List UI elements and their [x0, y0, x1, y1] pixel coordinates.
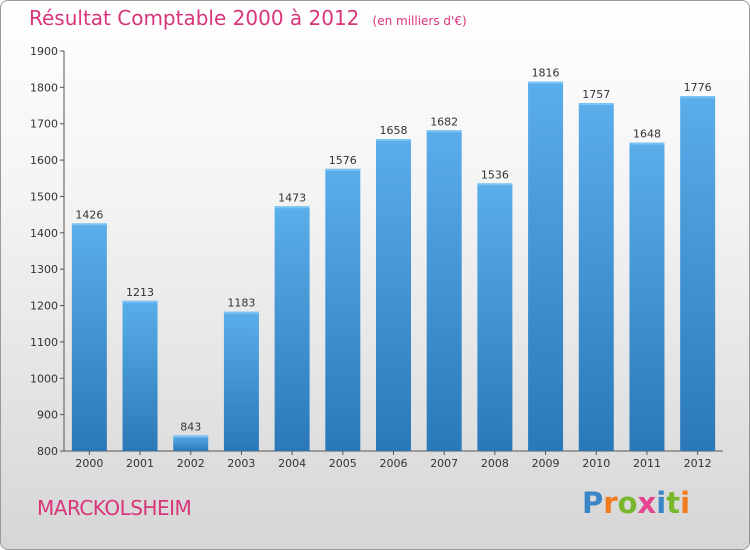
bar-highlight — [528, 81, 564, 84]
chart-unit-note: (en milliers d'€) — [372, 14, 467, 28]
bar-highlight — [578, 103, 614, 105]
data-label: 1536 — [481, 168, 509, 181]
bar — [223, 311, 259, 451]
logo-letter: x — [637, 486, 657, 520]
y-tick-label: 1200 — [30, 300, 58, 313]
bar — [629, 142, 665, 452]
x-tick-label: 2007 — [430, 457, 458, 470]
y-tick-label: 1900 — [30, 45, 58, 58]
bar — [426, 130, 462, 452]
x-tick-label: 2012 — [684, 457, 712, 470]
bar-highlight — [426, 130, 462, 133]
logo-letter: P — [582, 486, 604, 520]
bar-highlight — [477, 183, 513, 186]
bar-highlight — [376, 139, 411, 141]
bar-highlight — [71, 223, 107, 226]
bar — [376, 139, 411, 451]
data-label: 1473 — [278, 191, 306, 204]
bar — [173, 435, 209, 451]
data-label: 1776 — [684, 81, 712, 94]
commune-name: MARCKOLSHEIM — [37, 496, 192, 520]
x-tick-label: 2001 — [126, 457, 154, 470]
bar-highlight — [325, 168, 361, 171]
logo-letter: i — [680, 486, 691, 520]
data-label: 1576 — [329, 154, 357, 167]
bar — [477, 183, 513, 451]
bar-highlight — [680, 96, 716, 99]
logo-letter: i — [656, 486, 667, 520]
bar — [325, 168, 361, 451]
x-tick-label: 2000 — [75, 457, 103, 470]
chart-title: Résultat Comptable 2000 à 2012 — [29, 6, 360, 30]
logo-letter: t — [666, 486, 681, 520]
bar — [122, 300, 158, 451]
y-tick-label: 1700 — [30, 118, 58, 131]
x-tick-label: 2009 — [532, 457, 560, 470]
bar — [680, 96, 716, 451]
x-tick-label: 2011 — [633, 457, 661, 470]
x-tick-label: 2002 — [177, 457, 205, 470]
y-tick-label: 800 — [37, 445, 58, 458]
x-tick-label: 2004 — [278, 457, 306, 470]
x-tick-label: 2010 — [582, 457, 610, 470]
data-label: 1183 — [227, 297, 255, 310]
y-tick-label: 900 — [37, 409, 58, 422]
bar-highlight — [223, 311, 259, 314]
data-label: 1816 — [532, 67, 560, 80]
x-tick-label: 2003 — [227, 457, 255, 470]
y-tick-label: 1000 — [30, 372, 58, 385]
data-label: 1658 — [380, 124, 408, 137]
data-label: 1648 — [633, 128, 661, 141]
bar — [578, 103, 614, 451]
data-label: 843 — [180, 420, 201, 433]
proxiti-logo: Proxiti — [582, 486, 690, 520]
logo-letter: r — [603, 486, 618, 520]
bar — [528, 81, 564, 451]
data-label: 1682 — [430, 115, 458, 128]
data-label: 1757 — [582, 88, 610, 101]
bar-highlight — [274, 206, 310, 209]
bar-highlight — [629, 142, 665, 145]
y-tick-label: 1500 — [30, 190, 58, 203]
y-tick-label: 1100 — [30, 336, 58, 349]
y-tick-label: 1400 — [30, 227, 58, 240]
y-tick-label: 1600 — [30, 154, 58, 167]
bar-highlight — [173, 435, 209, 438]
x-tick-label: 2006 — [380, 457, 408, 470]
x-tick-label: 2005 — [329, 457, 357, 470]
data-label: 1213 — [126, 286, 154, 299]
chart-title-line: Résultat Comptable 2000 à 2012 (en milli… — [29, 6, 467, 30]
y-tick-label: 1300 — [30, 263, 58, 276]
bar — [71, 223, 107, 451]
bar-highlight — [122, 300, 158, 303]
data-label: 1426 — [75, 208, 103, 221]
bar — [274, 206, 310, 451]
y-tick-label: 1800 — [30, 81, 58, 94]
x-tick-label: 2008 — [481, 457, 509, 470]
logo-letter: o — [617, 486, 638, 520]
